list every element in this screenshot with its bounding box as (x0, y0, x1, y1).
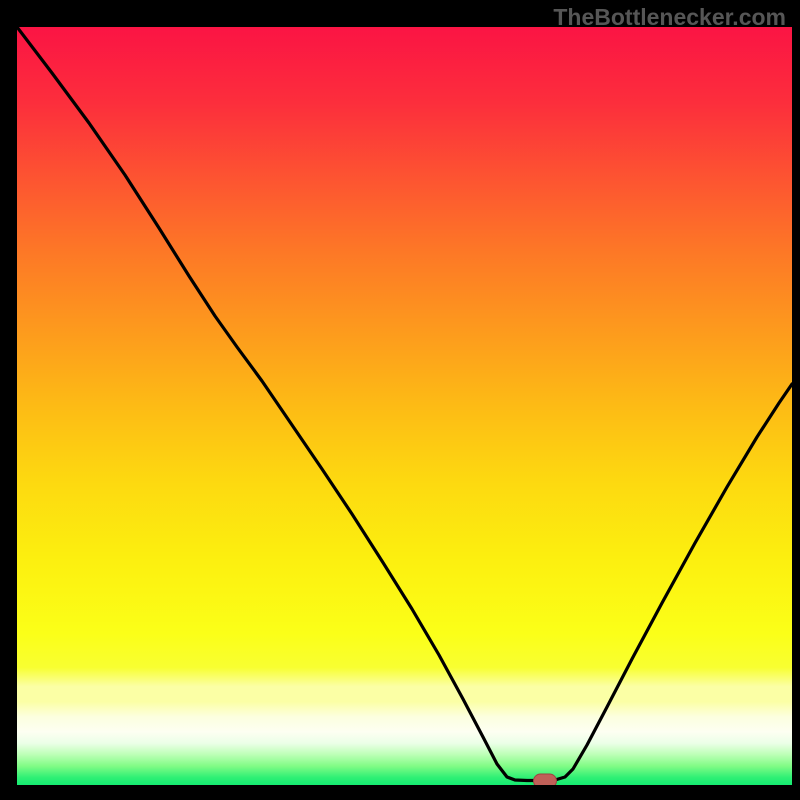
watermark-text: TheBottlenecker.com (553, 4, 786, 31)
chart-svg (17, 27, 792, 785)
chart-frame: TheBottlenecker.com (0, 0, 800, 800)
plot-area (17, 27, 792, 785)
optimal-marker (534, 774, 557, 785)
gradient-background (17, 27, 792, 785)
